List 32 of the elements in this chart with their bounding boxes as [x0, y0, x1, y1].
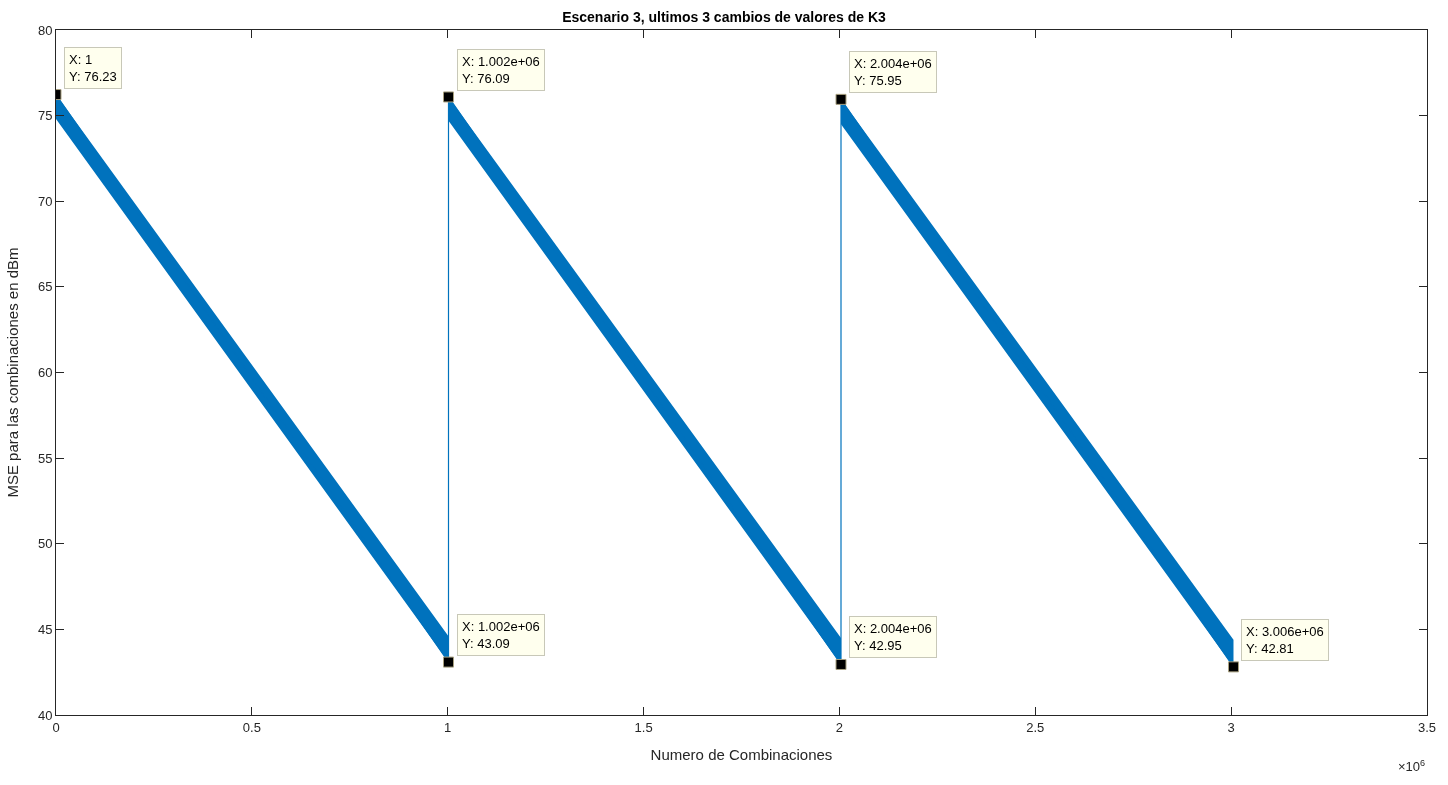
y-axis-title: MSE para las combinaciones en dBm — [4, 247, 22, 498]
point — [835, 93, 847, 105]
x-axis-title: Numero de Combinaciones — [650, 745, 833, 763]
y-tick-label: 65 — [37, 279, 53, 295]
point — [835, 658, 847, 670]
y-tick-label: 75 — [37, 108, 53, 124]
annotation: X: 1 Y: 76.23 — [69, 52, 117, 84]
y-tick-label: 70 — [37, 193, 53, 209]
annotation: X: 3.006e+06 Y: 42.81 — [1246, 624, 1324, 656]
annotation: X: 2.004e+06 Y: 42.95 — [854, 621, 932, 653]
x-tick-label: 3.5 — [1417, 719, 1437, 735]
x-tick-label: 3 — [1227, 719, 1235, 735]
chart-title: Escenario 3, ultimos 3 cambios de valores de K3 — [562, 8, 887, 25]
annotation: X: 2.004e+06 Y: 75.95 — [854, 56, 932, 88]
point — [443, 656, 454, 668]
y-tick-label: 50 — [37, 536, 53, 552]
annotation: X: 1.002e+06 Y: 43.09 — [462, 619, 540, 651]
x-tick-label: 2.5 — [1026, 719, 1045, 735]
annotation: X: 1.002e+06 Y: 76.09 — [462, 54, 540, 86]
y-tick-label: 60 — [37, 365, 53, 381]
x-tick-label: 2 — [835, 719, 844, 735]
y-tick-label: 40 — [37, 707, 53, 723]
x-tick-label: 1.5 — [634, 719, 653, 735]
x-tick-label: 0 — [52, 719, 60, 735]
text: ×10$^{6}$ — [1398, 758, 1426, 775]
point — [443, 91, 454, 103]
x-tick-label: 0.5 — [242, 719, 261, 735]
y-tick-label: 55 — [37, 450, 53, 466]
y-tick-label: 45 — [37, 621, 53, 637]
y-tick-label: 80 — [37, 22, 53, 38]
point — [1227, 661, 1239, 673]
x-tick-label: 1 — [444, 719, 452, 735]
